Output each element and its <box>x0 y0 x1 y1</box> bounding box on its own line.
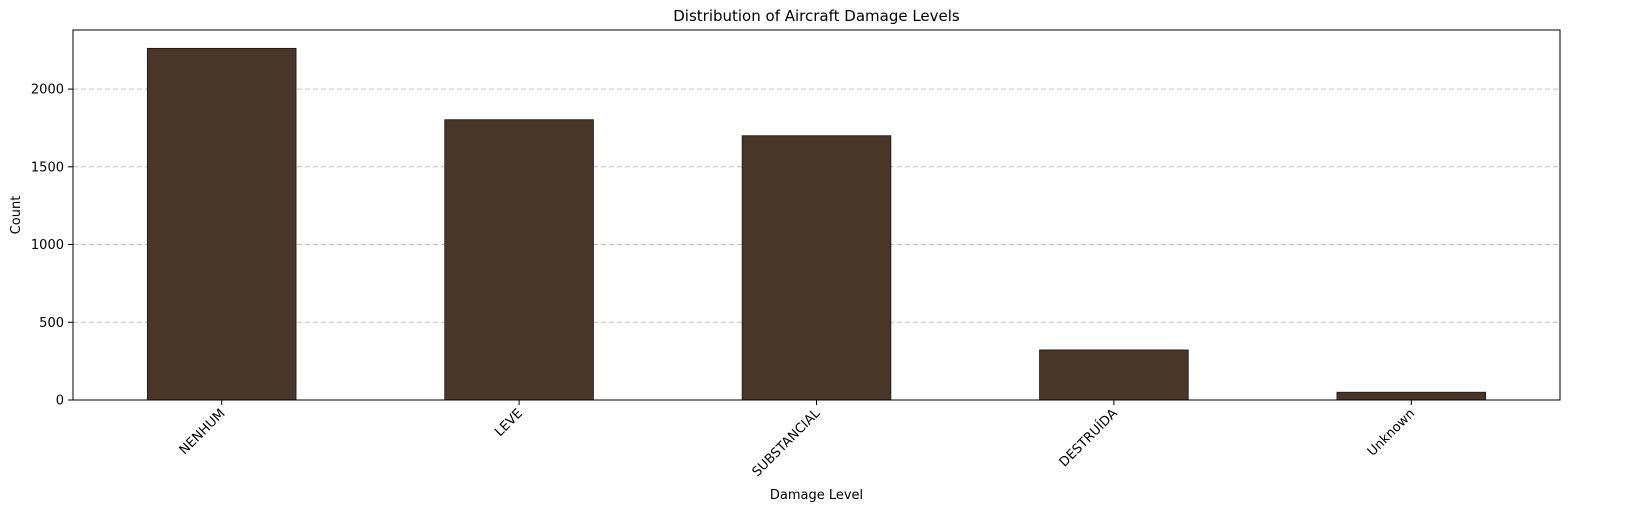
x-tick-label: Unknown <box>1365 406 1418 459</box>
y-tick-label: 500 <box>39 316 64 331</box>
bar-nenhum <box>147 48 296 400</box>
chart-title: Distribution of Aircraft Damage Levels <box>673 7 960 25</box>
bars-group <box>147 48 1485 400</box>
bar-unknown <box>1337 392 1486 400</box>
y-tick-label: 0 <box>56 394 64 409</box>
x-axis-title: Damage Level <box>770 488 863 503</box>
y-tick-label: 1500 <box>31 160 64 175</box>
bar-destru-da <box>1040 350 1189 400</box>
y-tick-label: 2000 <box>31 83 64 98</box>
x-tick-label: DESTRUÍDA <box>1056 405 1121 470</box>
y-axis: 0 500 1000 1500 2000 <box>31 83 73 409</box>
x-tick-label: LEVE <box>492 406 526 440</box>
x-axis: NENHUM LEVE SUBSTANCIAL DESTRUÍDA Unknown <box>177 400 1418 480</box>
bar-substancial <box>742 136 891 400</box>
y-tick-label: 1000 <box>31 238 64 253</box>
bar-leve <box>445 120 594 400</box>
x-tick-label: NENHUM <box>177 406 229 458</box>
x-tick-label: SUBSTANCIAL <box>750 406 824 480</box>
y-axis-title: Count <box>9 196 24 235</box>
